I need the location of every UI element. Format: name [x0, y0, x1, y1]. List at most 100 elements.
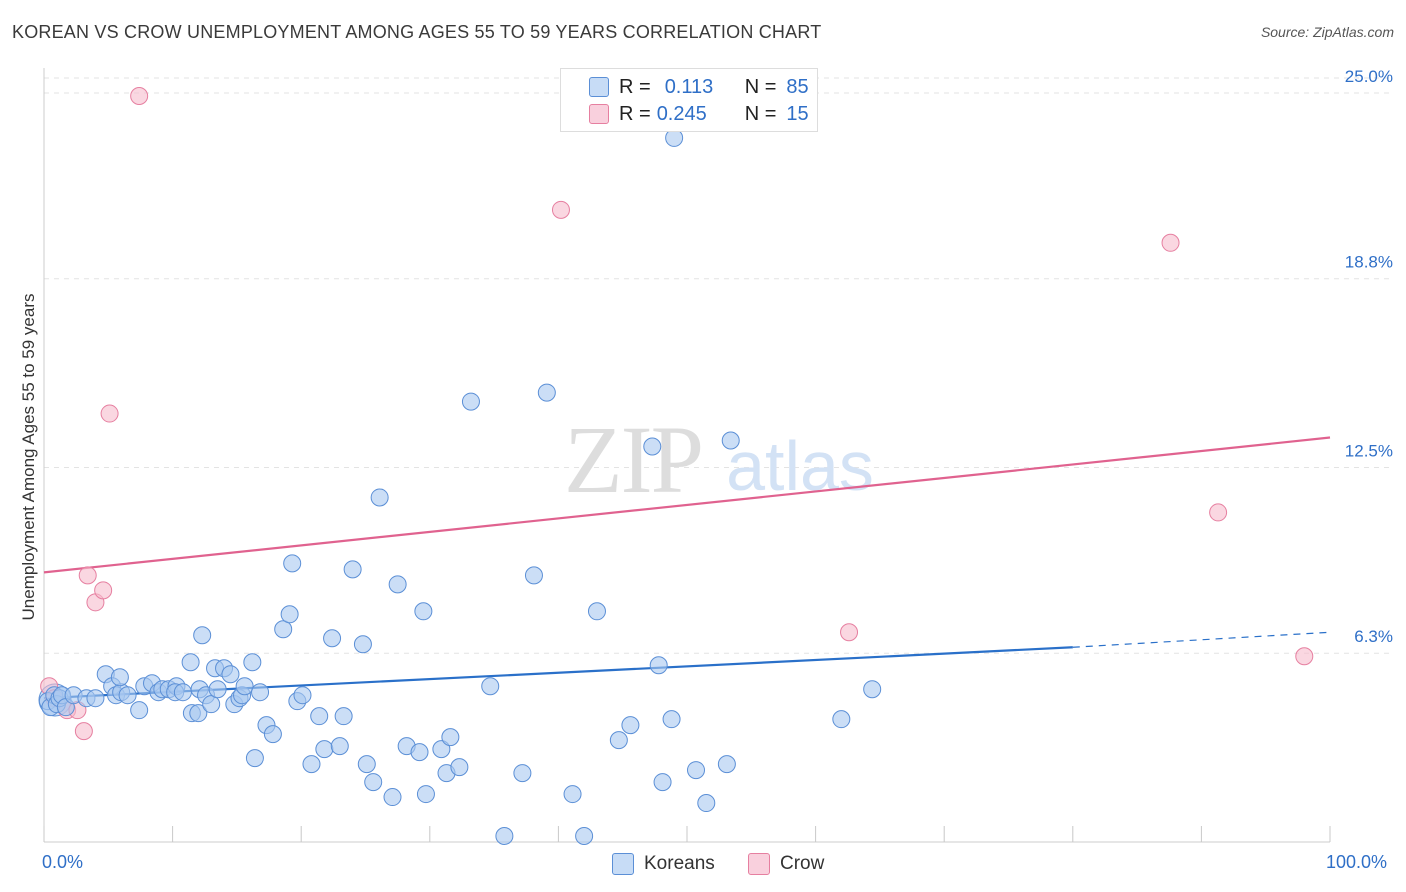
legend-n-label: N =	[744, 102, 777, 125]
legend-row-koreans: R = 0.113 N = 85	[589, 75, 809, 99]
source-label: Source: ZipAtlas.com	[1260, 24, 1394, 40]
y-tick-label: 12.5%	[1345, 441, 1393, 460]
point-koreans	[416, 785, 435, 804]
point-koreans	[343, 560, 362, 579]
watermark-zip: ZIP	[564, 406, 702, 513]
point-koreans	[243, 653, 262, 672]
legend-row-crow: R = 0.245 N = 15	[589, 102, 809, 126]
x-axis-min-label: 0.0%	[42, 852, 84, 872]
bottom-legend-swatch-crow	[748, 853, 770, 875]
point-koreans	[563, 785, 582, 804]
point-koreans	[315, 740, 334, 759]
point-crow	[74, 722, 93, 741]
point-koreans	[662, 710, 681, 729]
y-axis-tick-labels: 6.3% 12.5% 18.8% 25.0%	[1345, 67, 1393, 646]
bottom-legend-crow[interactable]: Crow	[748, 852, 824, 876]
point-koreans	[410, 743, 429, 762]
point-koreans	[173, 683, 192, 702]
point-koreans	[283, 554, 302, 573]
point-koreans	[383, 788, 402, 807]
point-koreans	[653, 773, 672, 792]
point-crow	[551, 200, 570, 219]
point-koreans	[86, 689, 105, 708]
point-koreans	[208, 680, 227, 699]
point-crow	[78, 566, 97, 585]
point-koreans	[721, 431, 740, 450]
point-koreans	[587, 602, 606, 621]
point-koreans	[310, 707, 329, 726]
point-koreans	[118, 686, 137, 705]
chart-title: KOREAN VS CROW UNEMPLOYMENT AMONG AGES 5…	[12, 22, 822, 42]
point-crow	[1295, 647, 1314, 666]
legend-r-koreans: 0.113	[664, 75, 714, 98]
point-koreans	[697, 794, 716, 813]
point-crow	[1161, 233, 1180, 252]
point-koreans	[189, 704, 208, 723]
point-crow	[840, 623, 859, 642]
trend-line-koreans-extension	[1072, 631, 1331, 648]
point-koreans	[461, 392, 480, 411]
point-koreans	[302, 755, 321, 774]
x-axis-max-label: 100.0%	[1326, 852, 1388, 872]
point-koreans	[414, 602, 433, 621]
bottom-legend-swatch-koreans	[612, 853, 634, 875]
legend-r-label: R =	[619, 75, 651, 98]
point-koreans	[323, 629, 342, 648]
legend-swatch-koreans	[589, 77, 609, 97]
grid-lines	[44, 77, 1394, 654]
point-koreans	[110, 668, 129, 687]
legend-n-koreans: 85	[786, 75, 809, 98]
point-koreans	[357, 755, 376, 774]
point-koreans	[280, 605, 299, 624]
point-koreans	[235, 677, 254, 696]
point-koreans	[687, 761, 706, 780]
point-koreans	[364, 773, 383, 792]
point-koreans	[202, 695, 221, 714]
bottom-legend-koreans[interactable]: Koreans	[612, 852, 715, 876]
correlation-legend: R = 0.113 N = 85 R = 0.245 N = 15	[560, 68, 818, 132]
legend-n-label: N =	[744, 75, 777, 98]
point-koreans	[330, 737, 349, 756]
point-koreans	[537, 383, 556, 402]
point-crow	[100, 404, 119, 423]
point-koreans	[181, 653, 200, 672]
point-crow	[94, 581, 113, 600]
bottom-legend-label-koreans: Koreans	[644, 853, 715, 874]
point-koreans	[432, 740, 451, 759]
point-koreans	[495, 827, 514, 846]
point-koreans	[832, 710, 851, 729]
point-koreans	[388, 575, 407, 594]
point-koreans	[221, 665, 240, 684]
point-koreans	[441, 728, 460, 747]
point-koreans	[575, 827, 594, 846]
point-koreans	[293, 686, 312, 705]
y-tick-label: 25.0%	[1345, 67, 1393, 86]
point-koreans	[263, 725, 282, 744]
point-crow	[130, 86, 149, 105]
point-koreans	[274, 620, 293, 639]
legend-r-label: R =	[619, 102, 651, 125]
point-koreans	[334, 707, 353, 726]
point-koreans	[621, 716, 640, 735]
watermark: ZIP atlas	[564, 406, 874, 513]
point-koreans	[450, 758, 469, 777]
point-koreans	[513, 764, 532, 783]
point-koreans	[717, 755, 736, 774]
legend-n-crow: 15	[786, 102, 809, 125]
legend-swatch-crow	[589, 104, 609, 124]
data-points	[38, 86, 1314, 846]
point-koreans	[863, 680, 882, 699]
trend-line-crow	[43, 436, 1331, 574]
point-koreans	[245, 749, 264, 768]
point-crow	[1209, 503, 1228, 522]
point-koreans	[370, 488, 389, 507]
y-axis-title: Unemployment Among Ages 55 to 59 years	[19, 293, 38, 621]
point-koreans	[524, 566, 543, 585]
point-koreans	[649, 656, 668, 675]
point-koreans	[353, 635, 372, 654]
point-koreans	[193, 626, 212, 645]
y-tick-label: 6.3%	[1354, 627, 1393, 646]
legend-r-crow: 0.245	[656, 102, 707, 125]
y-tick-label: 18.8%	[1345, 253, 1393, 272]
